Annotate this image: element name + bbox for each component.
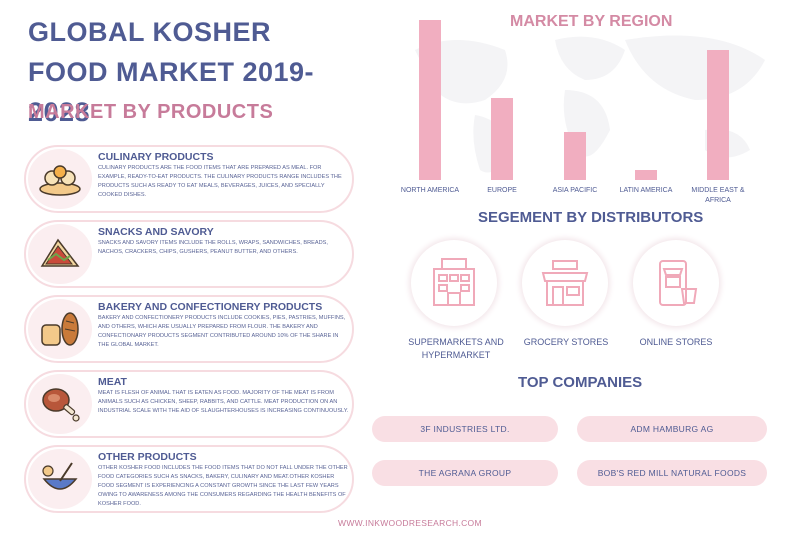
page-title: GLOBAL KOSHER FOOD MARKET 2019-2028 <box>28 17 315 127</box>
region-bar-label: NORTH AMERICA <box>400 187 460 194</box>
region-bar <box>419 20 441 180</box>
distributor-label-online: ONLINE STORES <box>639 337 713 347</box>
product-name: BAKERY AND CONFECTIONERY PRODUCTS <box>98 301 323 313</box>
meat-icon <box>28 374 92 434</box>
product-name: SNACKS AND SAVORY <box>98 226 214 238</box>
companies-title: TOP COMPANIES <box>518 374 643 391</box>
bread-icon <box>28 299 92 359</box>
region-chart-title: MARKET BY REGION <box>510 13 673 30</box>
product-card-culinary: CULINARY PRODUCTS CULINARY PRODUCTS ARE … <box>24 145 354 213</box>
product-name: CULINARY PRODUCTS <box>98 151 214 163</box>
region-bar <box>707 50 729 180</box>
company-badge: BOB'S RED MILL NATURAL FOODS <box>577 460 767 486</box>
product-description: CULINARY PRODUCTS ARE THE FOOD ITEMS THA… <box>98 165 342 198</box>
product-card-bakery: BAKERY AND CONFECTIONERY PRODUCTS BAKERY… <box>24 295 354 363</box>
product-card-meat: MEAT MEAT IS FLESH OF ANIMAL THAT IS EAT… <box>24 370 354 438</box>
mall-icon <box>411 240 497 326</box>
region-bar <box>635 170 657 180</box>
distributors-title: SEGEMENT BY DISTRIBUTORS <box>478 209 704 226</box>
region-bar <box>491 98 513 180</box>
product-description: SNACKS AND SAVORY ITEMS INCLUDE THE ROLL… <box>98 240 328 255</box>
online-store-icon <box>633 240 719 326</box>
store-icon <box>522 240 608 326</box>
distributor-label-grocery: GROCERY STORES <box>523 337 609 347</box>
footer-url[interactable]: WWW.INKWOODRESEARCH.COM <box>338 518 482 528</box>
product-card-snacks: SNACKS AND SAVORY SNACKS AND SAVORY ITEM… <box>24 220 354 288</box>
region-bar <box>564 132 586 180</box>
section-subtitle-products: MARKET BY PRODUCTS <box>28 101 274 123</box>
sandwich-icon <box>28 224 92 284</box>
company-badge: THE AGRANA GROUP <box>372 460 558 486</box>
region-bar-label: ASIA PACIFIC <box>552 187 598 194</box>
mixing-bowl-icon <box>28 449 92 509</box>
product-name: MEAT <box>98 376 127 388</box>
product-description: BAKERY AND CONFECTIONERY PRODUCTS INCLUD… <box>98 315 346 348</box>
culinary-icon <box>28 149 92 209</box>
product-name: OTHER PRODUCTS <box>98 451 197 463</box>
product-card-other: OTHER PRODUCTS OTHER KOSHER FOOD INCLUDE… <box>24 445 354 513</box>
region-bar-label: EUROPE <box>487 187 517 194</box>
company-badge: 3F INDUSTRIES LTD. <box>372 416 558 442</box>
region-bar-label: LATIN AMERICA <box>619 187 673 194</box>
product-description: MEAT IS FLESH OF ANIMAL THAT IS EATEN AS… <box>98 390 349 414</box>
product-description: OTHER KOSHER FOOD INCLUDES THE FOOD ITEM… <box>98 465 348 507</box>
distributor-label-supermarkets: SUPERMARKETS AND HYPERMARKET <box>408 337 504 360</box>
region-bar-label: MIDDLE EAST & AFRICA <box>691 187 745 204</box>
company-badge: ADM HAMBURG AG <box>577 416 767 442</box>
